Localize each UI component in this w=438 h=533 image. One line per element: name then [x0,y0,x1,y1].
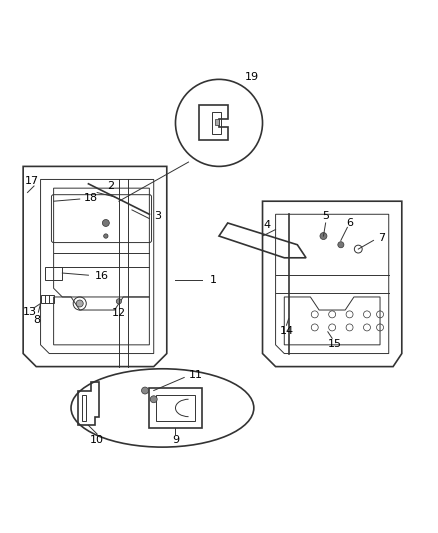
Text: 16: 16 [95,271,109,281]
Text: 10: 10 [90,435,104,445]
Circle shape [116,298,121,304]
Text: 2: 2 [106,181,114,191]
Text: 18: 18 [84,193,98,203]
Circle shape [104,234,108,238]
Circle shape [102,220,110,227]
Text: 6: 6 [346,218,353,228]
Text: 9: 9 [172,435,179,445]
Text: 11: 11 [188,370,202,381]
Text: 15: 15 [327,339,341,349]
Text: 17: 17 [25,176,39,186]
Circle shape [141,387,148,394]
Circle shape [338,241,344,248]
Text: 7: 7 [378,233,385,243]
Circle shape [150,396,157,403]
Polygon shape [215,118,219,125]
Text: 4: 4 [263,220,270,230]
Text: 12: 12 [112,308,126,318]
Circle shape [76,300,83,307]
Text: 5: 5 [322,212,329,221]
Text: 8: 8 [34,314,41,325]
Circle shape [320,232,327,239]
Text: 3: 3 [154,212,161,221]
Text: 13: 13 [23,307,37,317]
Text: 1: 1 [210,274,217,285]
Text: 19: 19 [244,72,259,82]
Text: 14: 14 [279,326,293,336]
